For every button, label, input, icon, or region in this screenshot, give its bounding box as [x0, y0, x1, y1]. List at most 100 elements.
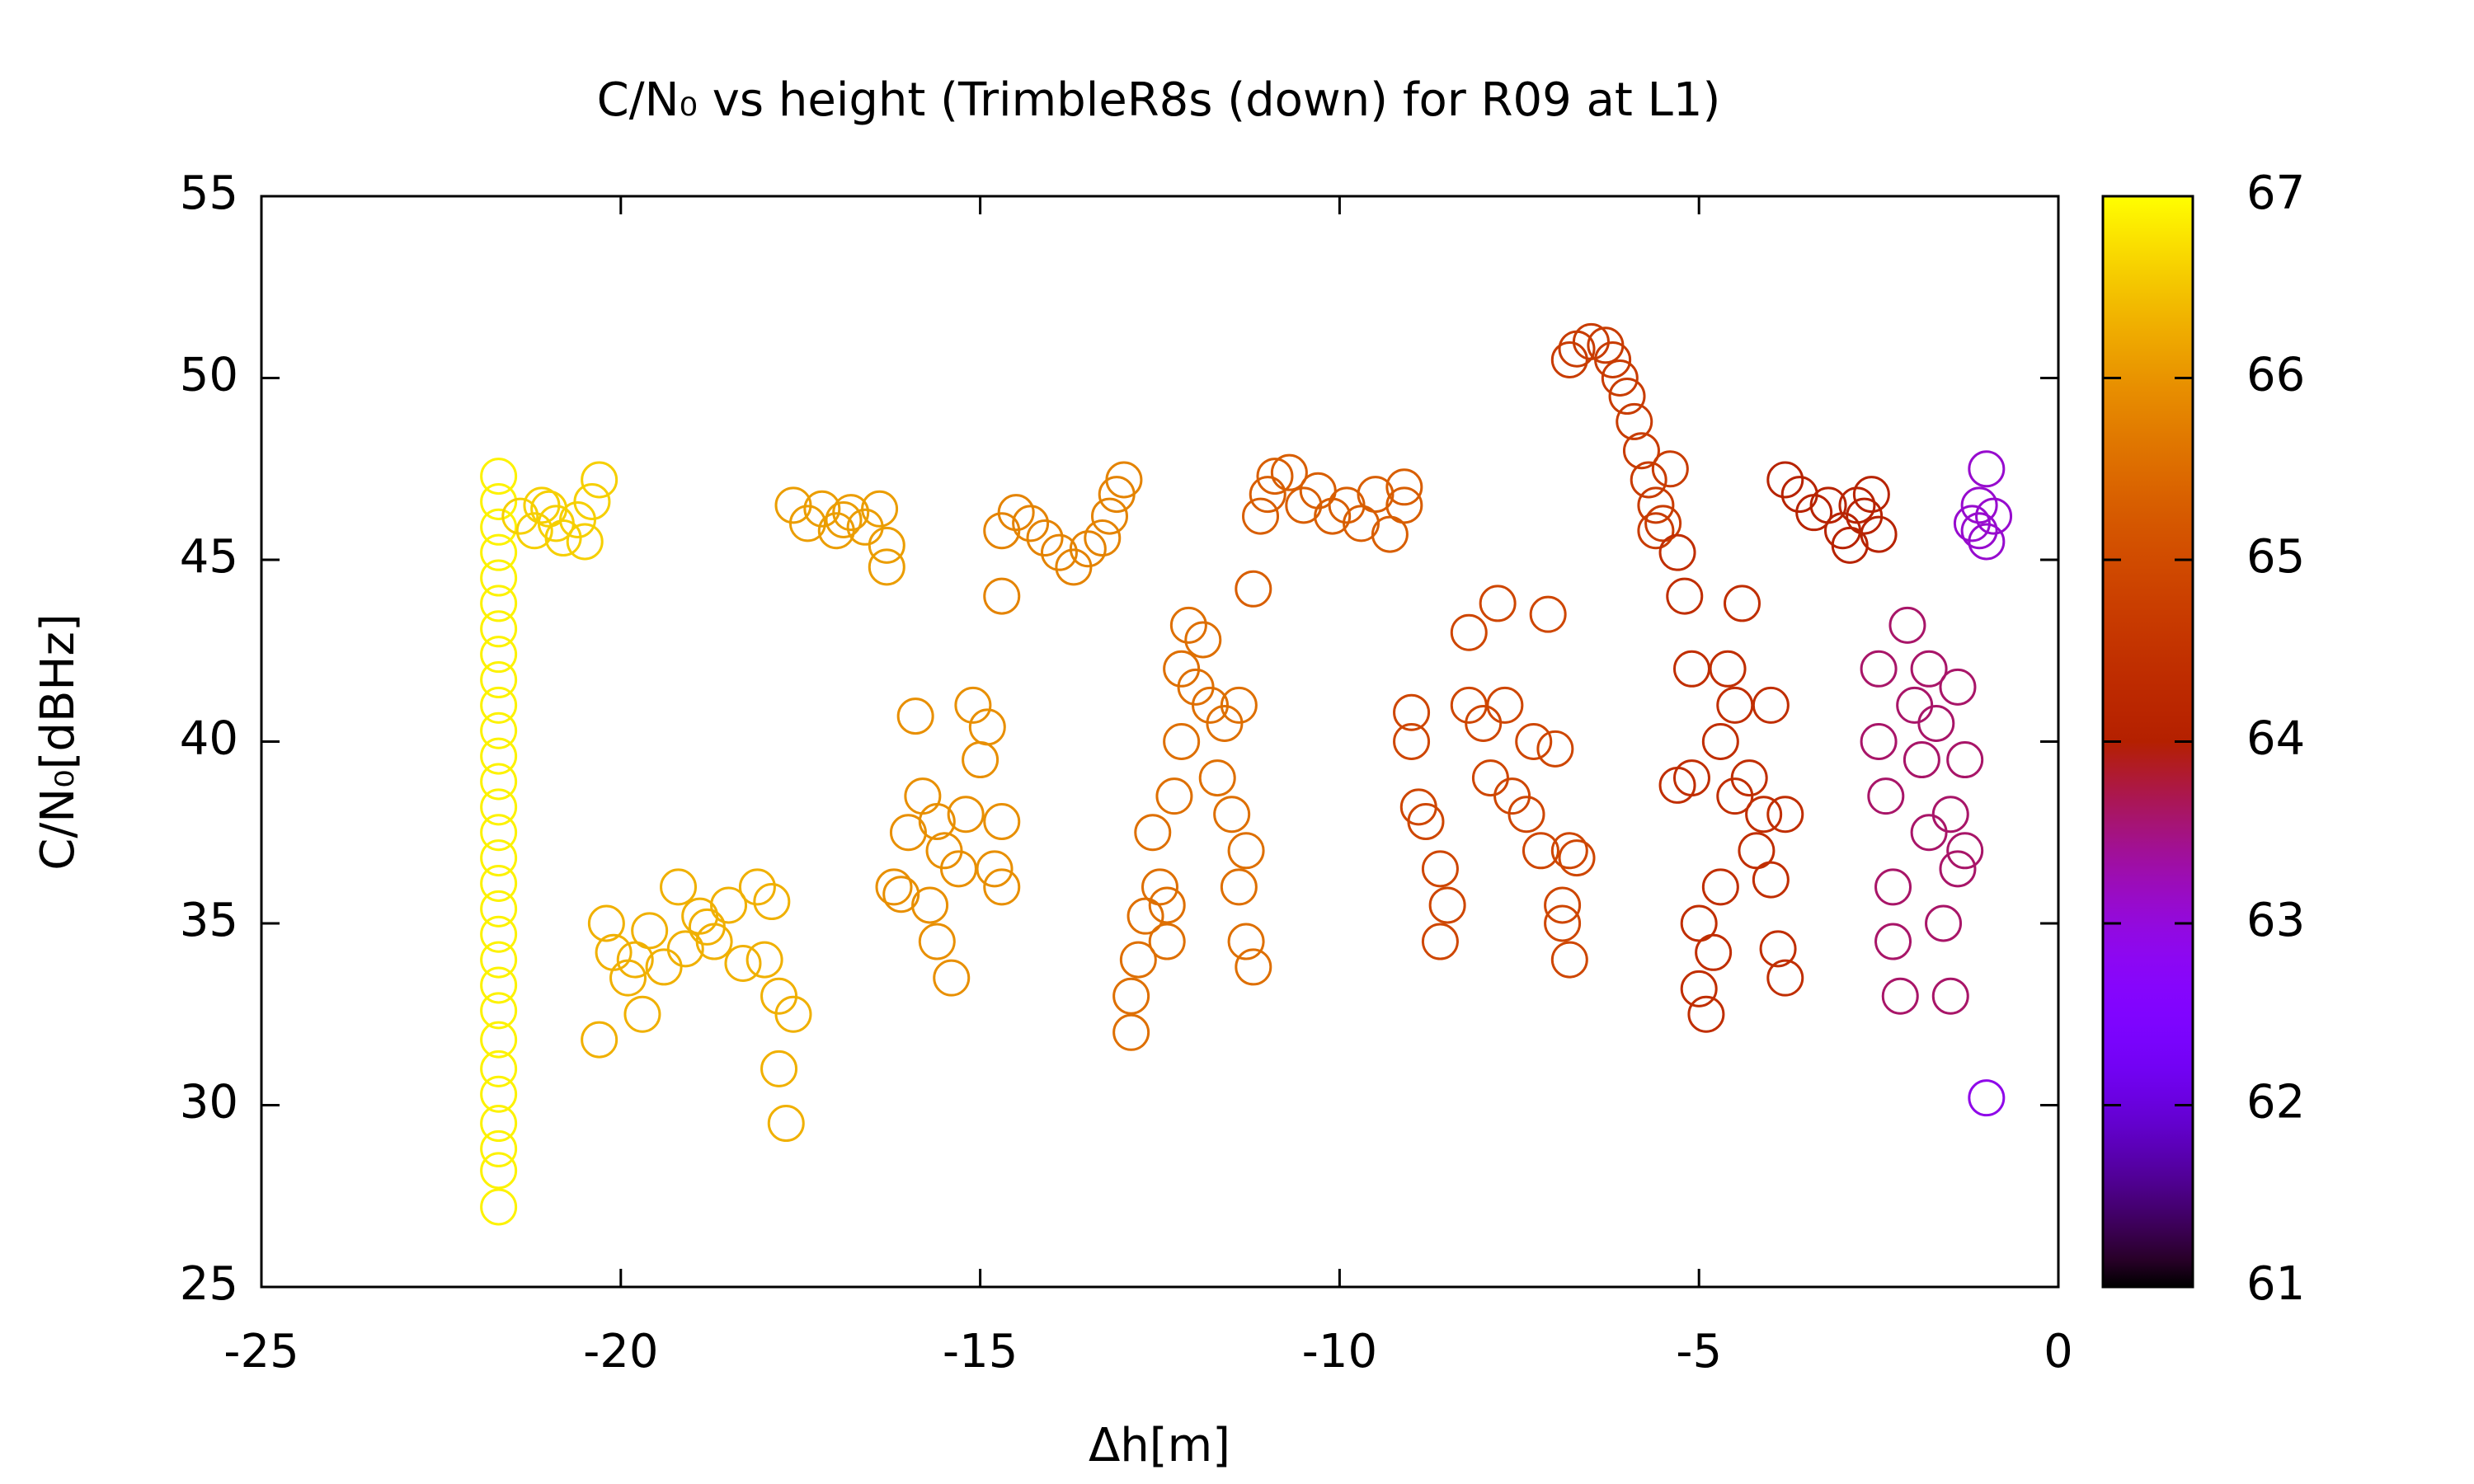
point [480, 1152, 518, 1190]
point [1235, 570, 1272, 608]
point [904, 777, 942, 815]
point [480, 814, 518, 852]
points [480, 322, 2013, 1226]
point [1874, 923, 1912, 960]
point [1766, 796, 1804, 834]
point [515, 512, 553, 550]
point [825, 500, 863, 538]
point [1616, 402, 1653, 440]
point [1069, 530, 1107, 568]
point [1572, 322, 1610, 360]
y-tick-label: 25 [180, 1257, 238, 1311]
point [1227, 923, 1265, 960]
point [480, 1021, 518, 1059]
point [1515, 723, 1553, 760]
point [1550, 832, 1588, 870]
point [1766, 959, 1804, 997]
point [480, 864, 518, 902]
point [1343, 505, 1380, 542]
point [573, 482, 611, 520]
point [1357, 476, 1395, 514]
point [1148, 886, 1186, 924]
point [609, 959, 647, 997]
point [882, 876, 920, 913]
point [1242, 497, 1280, 535]
y-tick-label: 40 [180, 712, 238, 766]
point [889, 814, 927, 852]
point [1544, 886, 1582, 924]
point [480, 1075, 518, 1113]
x-tick-label: -5 [1676, 1325, 1722, 1378]
point [1163, 723, 1201, 760]
point [1752, 861, 1790, 899]
point [1831, 526, 1869, 564]
point [1759, 930, 1797, 968]
point [1112, 1013, 1150, 1051]
point [1608, 378, 1646, 416]
point [1465, 704, 1503, 742]
point [1119, 941, 1157, 979]
point [767, 1105, 805, 1143]
y-tick-label: 55 [180, 167, 238, 220]
point [933, 959, 971, 997]
point [501, 497, 539, 535]
point [710, 886, 748, 924]
y-tick-label: 45 [180, 530, 238, 584]
chart-title: C/N₀ vs height (TrimbleR8s (down) for R0… [597, 73, 1721, 127]
point [947, 796, 985, 834]
point [645, 948, 683, 986]
point [1235, 948, 1272, 986]
plot-frame [260, 195, 2060, 1289]
point [480, 610, 518, 648]
x-tick-label: 0 [2044, 1325, 2073, 1378]
point [480, 482, 518, 520]
point [1220, 868, 1258, 906]
point [480, 508, 518, 546]
point [1968, 1079, 2006, 1117]
point [962, 741, 999, 779]
point [1939, 668, 1977, 706]
point [1946, 741, 1984, 779]
point [1960, 512, 1998, 550]
point [1522, 832, 1559, 870]
point [1716, 777, 1754, 815]
point [1968, 523, 2006, 561]
point [868, 526, 905, 564]
point [1666, 577, 1704, 615]
point [480, 788, 518, 826]
point [1198, 759, 1236, 797]
point [1040, 533, 1078, 571]
point [1385, 468, 1423, 506]
point [1285, 486, 1323, 524]
point [688, 908, 726, 946]
point [1723, 585, 1761, 622]
point [1220, 686, 1258, 724]
point [1112, 977, 1150, 1015]
point [480, 636, 518, 674]
point [1558, 839, 1596, 877]
point [480, 737, 518, 775]
point [1471, 759, 1509, 797]
point [1213, 796, 1251, 834]
point [1630, 461, 1667, 499]
point [1701, 868, 1739, 906]
point [1105, 461, 1143, 499]
point [896, 697, 934, 735]
point [1256, 458, 1294, 495]
point [1888, 606, 1926, 644]
point [1141, 868, 1178, 906]
point [1931, 796, 1969, 834]
point [480, 1050, 518, 1087]
point [968, 708, 1006, 746]
point [480, 686, 518, 724]
x-tick-label: -25 [223, 1325, 299, 1378]
point [760, 1050, 798, 1087]
point [983, 868, 1021, 906]
point [1507, 796, 1545, 834]
point [1752, 686, 1790, 724]
point [631, 912, 669, 950]
point [1960, 486, 1998, 524]
point [480, 992, 518, 1030]
point [738, 868, 776, 906]
